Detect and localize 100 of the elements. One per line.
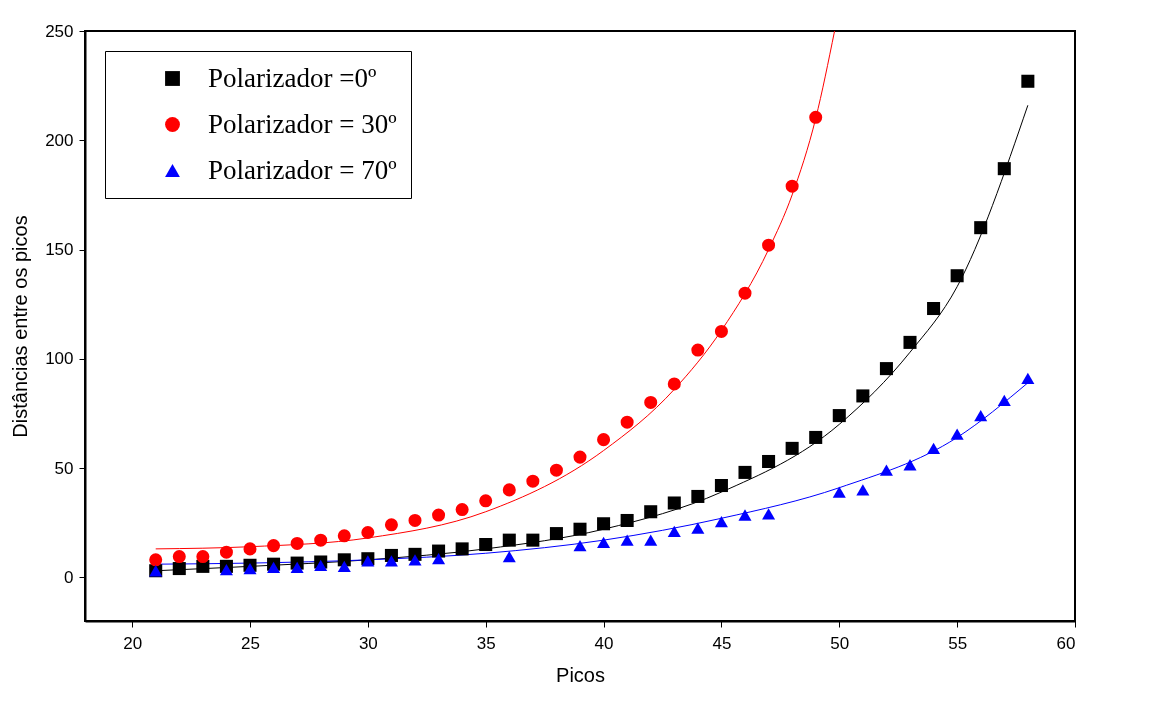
point bbox=[526, 474, 540, 488]
point bbox=[432, 553, 446, 565]
point bbox=[832, 486, 846, 498]
legend-label: Polarizador = 70º bbox=[208, 154, 397, 185]
point bbox=[502, 533, 516, 547]
point bbox=[714, 479, 728, 493]
y-tick-label: 50 bbox=[54, 458, 74, 478]
point bbox=[903, 335, 917, 349]
point bbox=[408, 554, 422, 566]
point bbox=[432, 544, 446, 558]
point bbox=[903, 459, 917, 471]
y-tick-label: 150 bbox=[45, 240, 74, 260]
point bbox=[879, 464, 893, 476]
point bbox=[337, 560, 351, 573]
point bbox=[549, 527, 563, 541]
point bbox=[149, 553, 163, 567]
point bbox=[762, 508, 776, 520]
point bbox=[1021, 74, 1035, 88]
point bbox=[856, 484, 870, 496]
point bbox=[644, 505, 658, 519]
point bbox=[479, 494, 493, 508]
point bbox=[644, 534, 658, 546]
point bbox=[927, 442, 941, 455]
point bbox=[573, 450, 587, 464]
point bbox=[597, 433, 611, 447]
point bbox=[620, 415, 634, 429]
point bbox=[502, 483, 516, 497]
point bbox=[455, 542, 469, 556]
x-tick-label: 55 bbox=[948, 633, 968, 653]
point bbox=[408, 513, 422, 527]
point bbox=[290, 536, 304, 550]
point bbox=[314, 533, 328, 547]
point bbox=[974, 409, 988, 422]
point bbox=[526, 533, 540, 547]
point bbox=[667, 525, 681, 538]
point bbox=[950, 428, 964, 440]
point bbox=[879, 362, 893, 376]
point bbox=[997, 394, 1011, 406]
x-tick-label: 60 bbox=[1056, 633, 1076, 653]
y-axis-title: Distâncias entre os picos bbox=[9, 215, 32, 438]
x-tick-label: 20 bbox=[123, 633, 143, 653]
point bbox=[573, 522, 587, 536]
point bbox=[267, 539, 281, 553]
y-tick-label: 200 bbox=[45, 130, 74, 150]
point bbox=[714, 515, 728, 528]
legend-label: Polarizador = 30º bbox=[208, 108, 397, 139]
point bbox=[738, 286, 752, 300]
y-tick-label: 100 bbox=[45, 349, 74, 369]
point bbox=[785, 179, 799, 193]
point bbox=[809, 430, 823, 444]
point bbox=[196, 550, 210, 564]
point bbox=[691, 522, 705, 534]
point bbox=[549, 463, 563, 477]
y-tick-label: 250 bbox=[45, 21, 74, 41]
point bbox=[950, 269, 964, 283]
point bbox=[738, 509, 752, 521]
point bbox=[762, 238, 776, 252]
point bbox=[219, 545, 233, 559]
x-tick-label: 45 bbox=[712, 633, 732, 653]
point bbox=[714, 324, 728, 338]
point bbox=[502, 550, 516, 563]
point bbox=[455, 503, 469, 517]
point bbox=[432, 508, 446, 522]
point bbox=[597, 517, 611, 531]
point bbox=[597, 536, 611, 548]
point bbox=[785, 441, 799, 455]
point bbox=[974, 221, 988, 235]
point bbox=[738, 465, 752, 479]
point bbox=[384, 518, 398, 532]
x-tick-label: 25 bbox=[241, 633, 260, 653]
x-tick-label: 50 bbox=[830, 633, 850, 653]
point bbox=[691, 489, 705, 503]
point bbox=[832, 409, 846, 423]
point bbox=[856, 389, 870, 403]
point bbox=[479, 538, 493, 552]
point bbox=[809, 110, 823, 124]
legend-label: Polarizador =0º bbox=[208, 62, 377, 93]
point bbox=[620, 534, 634, 546]
point bbox=[290, 561, 304, 574]
point bbox=[219, 564, 233, 576]
point bbox=[361, 525, 375, 540]
point bbox=[243, 562, 257, 575]
point bbox=[644, 395, 658, 409]
point bbox=[267, 561, 281, 574]
x-axis-title: Picos bbox=[556, 663, 605, 686]
x-tick-label: 35 bbox=[476, 633, 496, 653]
point bbox=[997, 162, 1011, 176]
point bbox=[573, 539, 587, 552]
point bbox=[620, 513, 634, 527]
point bbox=[667, 377, 681, 391]
point bbox=[762, 454, 776, 468]
x-tick-label: 40 bbox=[594, 633, 614, 653]
point bbox=[337, 553, 351, 567]
point bbox=[384, 555, 398, 567]
x-tick-label: 30 bbox=[358, 633, 378, 653]
point bbox=[691, 343, 705, 357]
point bbox=[1021, 372, 1035, 385]
point bbox=[927, 302, 941, 316]
y-tick-label: 0 bbox=[64, 567, 74, 587]
point bbox=[667, 496, 681, 510]
